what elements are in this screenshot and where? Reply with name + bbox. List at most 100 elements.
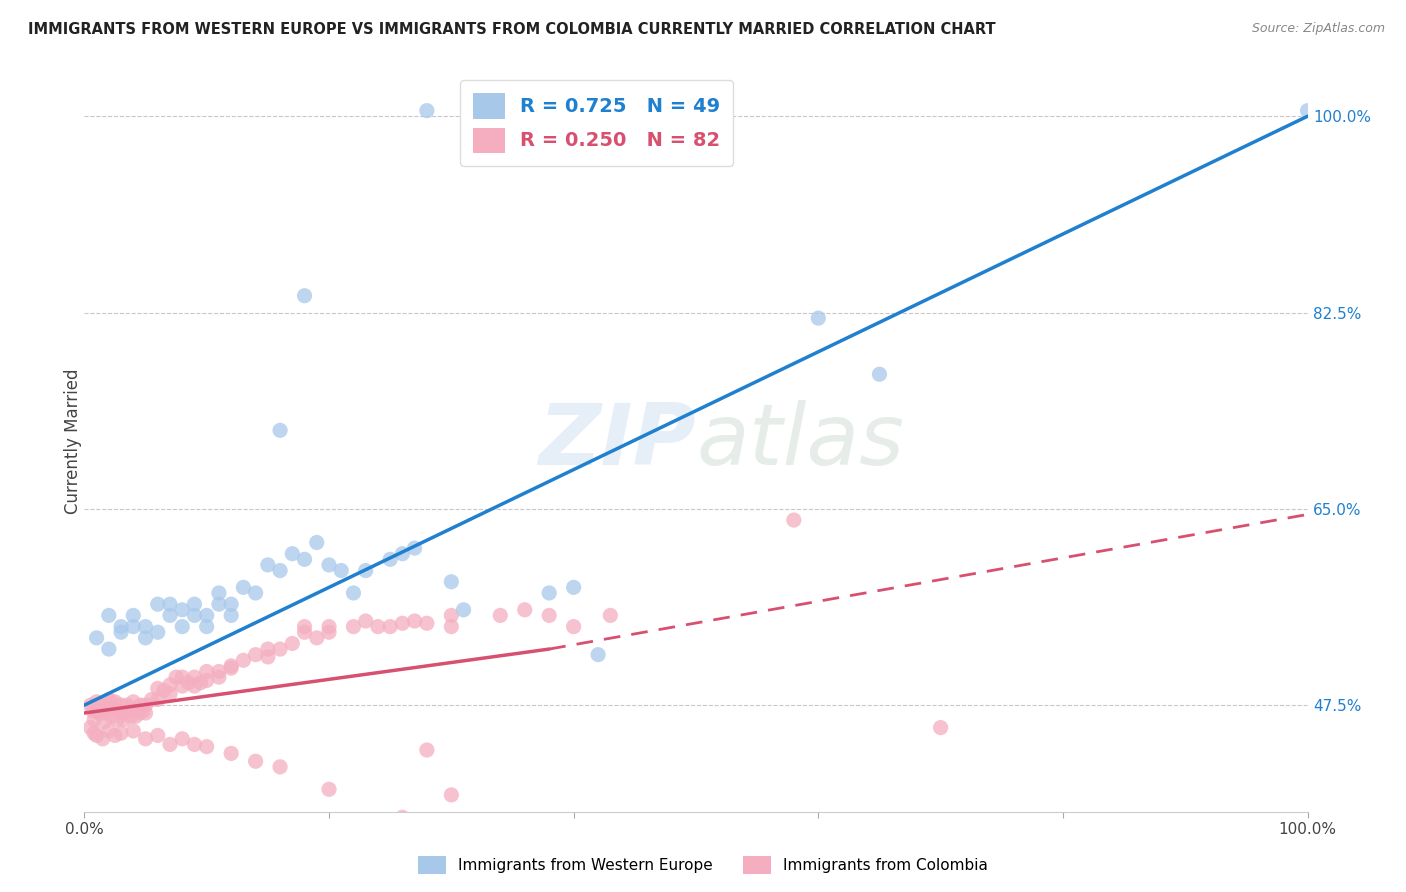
Point — [146, 597, 169, 611]
Point — [183, 608, 205, 623]
Point — [97, 723, 120, 738]
Text: atlas: atlas — [696, 400, 904, 483]
Point — [105, 713, 128, 727]
Point — [219, 661, 242, 675]
Point — [513, 603, 536, 617]
Point — [208, 670, 231, 684]
Point — [83, 726, 105, 740]
Point — [97, 701, 120, 715]
Point — [91, 698, 114, 713]
Point — [257, 642, 280, 657]
Point — [135, 698, 157, 713]
Point — [342, 620, 364, 634]
Point — [183, 597, 205, 611]
Point — [281, 547, 304, 561]
Point — [97, 692, 120, 706]
Point — [416, 616, 439, 631]
Point — [391, 547, 413, 561]
Point — [172, 679, 194, 693]
Point — [128, 706, 150, 720]
Text: IMMIGRANTS FROM WESTERN EUROPE VS IMMIGRANTS FROM COLOMBIA CURRENTLY MARRIED COR: IMMIGRANTS FROM WESTERN EUROPE VS IMMIGR… — [28, 22, 995, 37]
Point — [219, 608, 242, 623]
Point — [208, 665, 231, 679]
Point — [110, 625, 132, 640]
Y-axis label: Currently Married: Currently Married — [65, 368, 82, 515]
Point — [586, 648, 609, 662]
Point — [599, 608, 621, 623]
Point — [404, 541, 426, 555]
Point — [177, 675, 200, 690]
Point — [562, 620, 585, 634]
Point — [294, 625, 316, 640]
Point — [219, 597, 242, 611]
Point — [869, 368, 891, 382]
Text: ZIP: ZIP — [538, 400, 696, 483]
Point — [330, 564, 353, 578]
Point — [146, 681, 169, 696]
Point — [135, 631, 157, 645]
Point — [165, 670, 187, 684]
Point — [195, 620, 218, 634]
Point — [807, 311, 830, 326]
Point — [453, 603, 475, 617]
Point — [87, 706, 110, 720]
Point — [132, 704, 155, 718]
Point — [86, 631, 108, 645]
Point — [83, 713, 105, 727]
Point — [219, 747, 242, 761]
Point — [104, 695, 127, 709]
Point — [104, 704, 127, 718]
Point — [104, 728, 127, 742]
Point — [219, 659, 242, 673]
Point — [91, 731, 114, 746]
Point — [146, 692, 169, 706]
Point — [294, 552, 316, 566]
Point — [245, 586, 267, 600]
Point — [112, 713, 135, 727]
Point — [172, 603, 194, 617]
Point — [122, 608, 145, 623]
Point — [110, 726, 132, 740]
Point — [305, 535, 328, 549]
Point — [269, 564, 291, 578]
Point — [122, 620, 145, 634]
Point — [183, 670, 205, 684]
Point — [97, 642, 120, 657]
Point — [380, 620, 402, 634]
Point — [391, 810, 413, 824]
Point — [1296, 103, 1319, 118]
Point — [232, 580, 254, 594]
Point — [107, 704, 129, 718]
Point — [440, 574, 463, 589]
Point — [195, 665, 218, 679]
Point — [257, 558, 280, 572]
Point — [195, 739, 218, 754]
Point — [110, 706, 132, 720]
Point — [195, 608, 218, 623]
Point — [562, 580, 585, 594]
Point — [929, 721, 952, 735]
Point — [232, 653, 254, 667]
Point — [440, 788, 463, 802]
Point — [190, 675, 212, 690]
Point — [96, 704, 118, 718]
Point — [141, 692, 163, 706]
Point — [93, 714, 115, 729]
Point — [404, 614, 426, 628]
Point — [245, 754, 267, 768]
Point — [183, 679, 205, 693]
Point — [153, 683, 176, 698]
Point — [538, 586, 561, 600]
Point — [110, 620, 132, 634]
Point — [354, 614, 377, 628]
Point — [245, 648, 267, 662]
Point — [318, 625, 340, 640]
Point — [172, 731, 194, 746]
Legend: R = 0.725   N = 49, R = 0.250   N = 82: R = 0.725 N = 49, R = 0.250 N = 82 — [460, 80, 733, 166]
Point — [117, 704, 139, 718]
Point — [122, 695, 145, 709]
Point — [89, 701, 111, 715]
Point — [122, 723, 145, 738]
Point — [135, 620, 157, 634]
Legend: Immigrants from Western Europe, Immigrants from Colombia: Immigrants from Western Europe, Immigran… — [412, 850, 994, 880]
